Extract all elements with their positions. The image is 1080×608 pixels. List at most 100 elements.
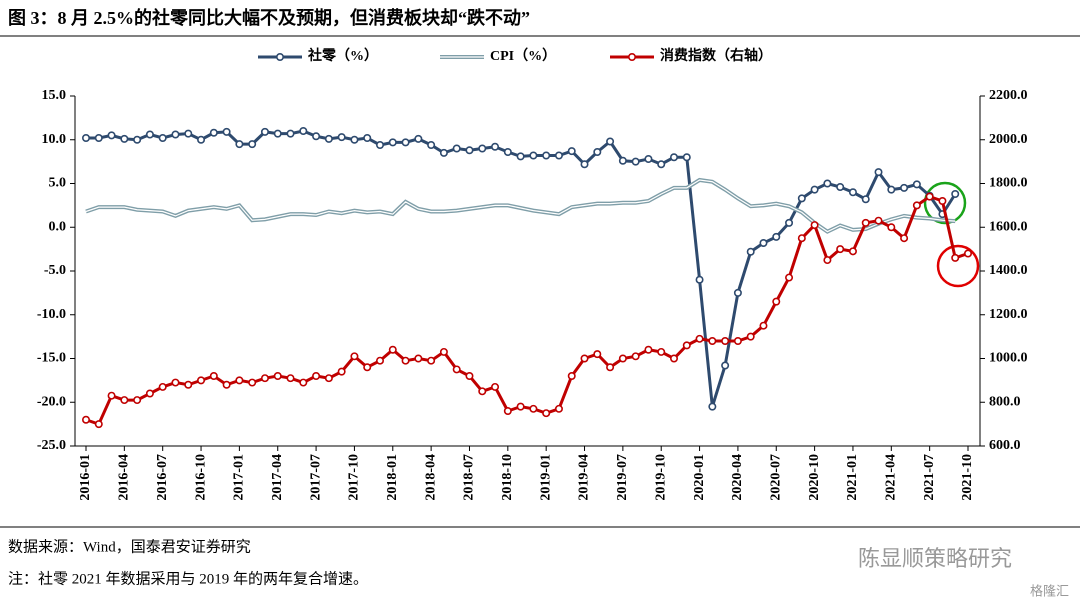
- x-tick-label: 2018-01: [385, 454, 400, 501]
- legend-label: 消费指数（右轴）: [660, 47, 772, 64]
- point: [516, 152, 525, 161]
- point: [721, 361, 730, 370]
- series-line-outer: [85, 177, 956, 234]
- point: [120, 396, 129, 405]
- point: [669, 153, 678, 162]
- point: [529, 151, 538, 160]
- point: [912, 180, 921, 189]
- point: [797, 234, 806, 243]
- point: [606, 137, 615, 146]
- point: [401, 356, 410, 365]
- y-tick-label: -20.0: [37, 394, 66, 409]
- point: [145, 130, 154, 139]
- point: [542, 409, 551, 418]
- point: [682, 341, 691, 350]
- point: [184, 380, 193, 389]
- point: [810, 221, 819, 230]
- y-tick-label: -15.0: [37, 351, 66, 366]
- point: [631, 157, 640, 166]
- point: [580, 160, 589, 169]
- x-tick-label: 2017-10: [347, 454, 362, 501]
- highlight-circle: [923, 181, 967, 225]
- point: [133, 396, 142, 405]
- point: [746, 332, 755, 341]
- point: [580, 354, 589, 363]
- legend-label: CPI（%）: [490, 48, 556, 64]
- point: [388, 345, 397, 354]
- series-line: [86, 129, 957, 408]
- point: [312, 371, 321, 380]
- x-tick-label: 2021-01: [845, 454, 860, 501]
- point: [491, 382, 500, 391]
- x-tick-label: 2017-07: [308, 454, 323, 501]
- point: [94, 134, 103, 143]
- point: [554, 404, 563, 413]
- point: [133, 135, 142, 144]
- legend-swatch: [627, 52, 636, 61]
- point: [938, 197, 947, 206]
- x-tick-label: 2018-10: [500, 454, 515, 501]
- point: [286, 129, 295, 138]
- point: [733, 288, 742, 297]
- x-tick-label: 2019-07: [615, 454, 630, 501]
- point: [145, 389, 154, 398]
- point: [759, 239, 768, 248]
- x-tick-label: 2017-04: [270, 454, 285, 501]
- point: [478, 387, 487, 396]
- y-tick-label: 5.0: [49, 176, 67, 191]
- point: [324, 134, 333, 143]
- point: [951, 253, 960, 262]
- point: [235, 140, 244, 149]
- point: [746, 247, 755, 256]
- point: [887, 185, 896, 194]
- point: [82, 415, 91, 424]
- point: [733, 336, 742, 345]
- point: [427, 356, 436, 365]
- point: [171, 130, 180, 139]
- point: [682, 153, 691, 162]
- point: [695, 275, 704, 284]
- point: [439, 347, 448, 356]
- x-tick-label: 2018-04: [423, 454, 438, 501]
- point: [209, 128, 218, 137]
- point: [248, 378, 257, 387]
- x-tick-label: 2016-01: [78, 454, 93, 501]
- point: [286, 374, 295, 383]
- point: [861, 218, 870, 227]
- y-tick-label: -5.0: [44, 263, 66, 278]
- point: [644, 345, 653, 354]
- point: [567, 147, 576, 156]
- point: [785, 273, 794, 282]
- point: [414, 134, 423, 143]
- point: [503, 148, 512, 157]
- point: [324, 374, 333, 383]
- point: [94, 420, 103, 429]
- y2-tick-label: 1800.0: [989, 176, 1028, 191]
- y-tick-label: 0.0: [49, 219, 67, 234]
- x-tick-label: 2020-07: [768, 454, 783, 501]
- point: [669, 354, 678, 363]
- point: [107, 131, 116, 140]
- point: [823, 256, 832, 265]
- point: [516, 402, 525, 411]
- point: [900, 183, 909, 192]
- point: [120, 134, 129, 143]
- point: [874, 216, 883, 225]
- point: [222, 127, 231, 136]
- point: [465, 371, 474, 380]
- y2-tick-label: 2200.0: [989, 88, 1028, 103]
- point: [414, 354, 423, 363]
- point: [772, 297, 781, 306]
- point: [836, 183, 845, 192]
- x-tick-label: 2021-10: [960, 454, 975, 501]
- point: [158, 134, 167, 143]
- point: [951, 190, 960, 199]
- point: [82, 134, 91, 143]
- point: [810, 185, 819, 194]
- legend-swatch: [275, 52, 284, 61]
- point: [439, 148, 448, 157]
- point: [618, 354, 627, 363]
- chart-title: 图 3：8 月 2.5%的社零同比大幅不及预期，但消费板块却“跌不动”: [8, 7, 530, 28]
- point: [593, 350, 602, 359]
- point: [925, 192, 934, 201]
